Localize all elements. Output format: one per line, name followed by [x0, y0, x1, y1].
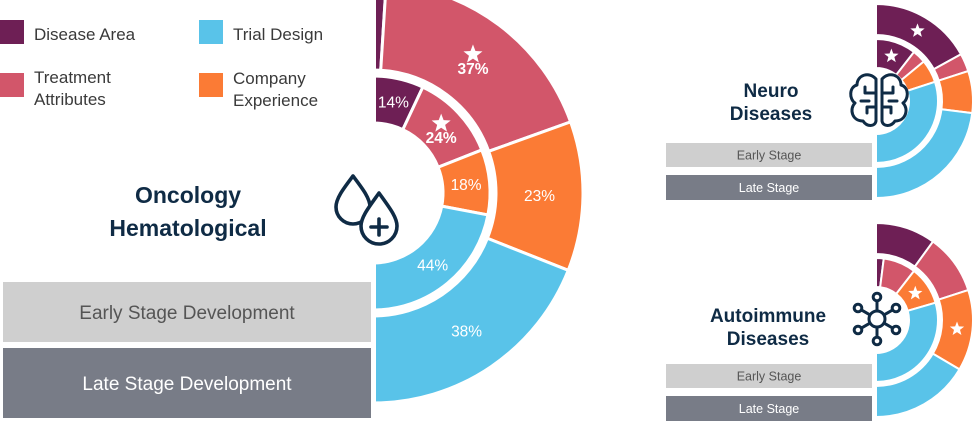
panel-title: Oncology — [135, 182, 241, 208]
oncology-panel: Early Stage Development Late Stage Develo… — [3, 0, 585, 418]
late-ring-segment-trial-design — [875, 352, 961, 419]
legend-label-company-experience: Company — [233, 69, 306, 88]
late-ring-segment-trial-design — [371, 236, 571, 405]
legend: Disease Area Trial Design Treatment Attribu… — [0, 20, 323, 110]
panel-title: Neuro — [744, 81, 799, 102]
legend-swatch-trial-design — [199, 20, 223, 44]
highlight-star-icon — [949, 321, 965, 336]
highlight-star-icon — [884, 48, 899, 63]
early-stage-label: Early Stage — [737, 149, 802, 163]
late-ring-segment-treatment-attributes — [379, 0, 573, 154]
network-icon — [852, 291, 902, 347]
early-stage-bar — [666, 364, 872, 388]
brain-icon — [849, 73, 909, 127]
highlight-star-icon — [463, 44, 483, 63]
late-ring-segment-trial-design — [875, 108, 974, 200]
late-stage-label: Late Stage — [739, 181, 800, 195]
segment-value-label: 38% — [451, 323, 482, 340]
segment-value-label: 14% — [378, 94, 409, 111]
early-stage-label: Early Stage — [737, 370, 802, 384]
legend-swatch-disease-area — [0, 20, 24, 44]
droplets-plus-icon — [334, 174, 399, 246]
legend-label-treatment-attributes: Attributes — [34, 90, 106, 109]
late-stage-bar — [666, 175, 872, 200]
segment-value-label: 18% — [451, 177, 482, 194]
segment-value-label: 24% — [426, 130, 457, 147]
early-ring-segment-trial-design — [875, 301, 939, 384]
late-stage-label: Late Stage Development — [82, 374, 292, 395]
late-stage-label: Late Stage — [739, 402, 800, 416]
panel-title: Hematological — [109, 215, 266, 241]
legend-label-trial-design: Trial Design — [233, 25, 323, 44]
early-stage-bar — [3, 282, 371, 342]
legend-label-company-experience: Experience — [233, 91, 318, 110]
panel-title: Autoimmune — [710, 306, 826, 327]
highlight-star-icon — [431, 113, 451, 132]
highlight-star-icon — [910, 23, 925, 37]
panel-title: Diseases — [727, 329, 809, 350]
highlight-star-icon — [908, 285, 923, 300]
legend-label-disease-area: Disease Area — [34, 25, 136, 44]
late-stage-bar — [666, 396, 872, 421]
legend-swatch-treatment-attributes — [0, 73, 24, 97]
segment-value-label: 37% — [457, 61, 488, 78]
early-stage-bar — [666, 143, 872, 167]
segment-value-label: 44% — [417, 258, 448, 275]
panel-title: Diseases — [730, 104, 812, 125]
early-stage-label: Early Stage Development — [79, 303, 295, 324]
segment-value-label: 23% — [524, 188, 555, 205]
legend-label-treatment-attributes: Treatment — [34, 68, 111, 87]
legend-swatch-company-experience — [199, 73, 223, 97]
late-stage-bar — [3, 348, 371, 418]
